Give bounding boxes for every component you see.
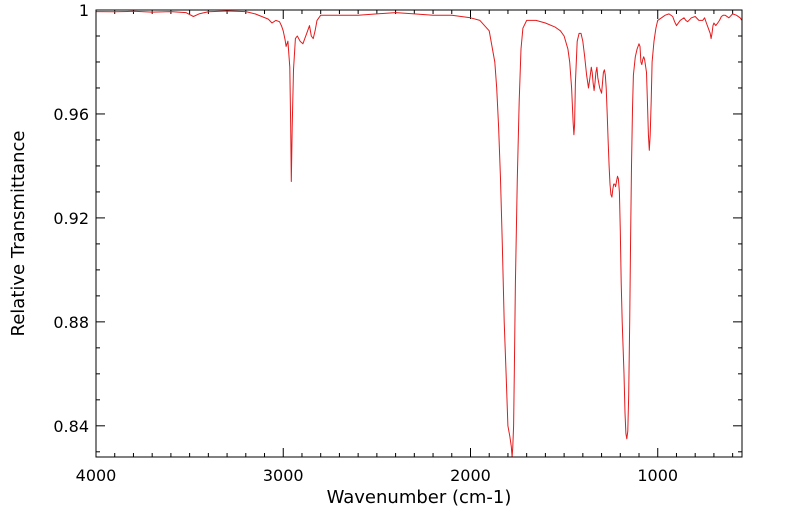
y-tick-label: 0.88	[53, 313, 89, 332]
y-tick-label: 0.84	[53, 417, 89, 436]
x-tick-labels: 4000 3000 2000 1000	[76, 466, 678, 485]
plot-frame	[95, 9, 743, 458]
x-tick-label: 3000	[263, 466, 304, 485]
y-axis-title: Relative Transmittance	[8, 131, 29, 337]
spectrum-line	[96, 10, 742, 457]
y-tick-label: 0.92	[53, 209, 89, 228]
x-axis-title: Wavenumber (cm-1)	[327, 487, 512, 508]
y-tick-label: 1	[79, 1, 89, 20]
x-tick-label: 2000	[450, 466, 491, 485]
x-tick-label: 4000	[76, 466, 117, 485]
y-tick-label: 0.96	[53, 105, 89, 124]
x-tick-label: 1000	[637, 466, 678, 485]
axis-ticks	[95, 9, 742, 457]
y-tick-labels: 0.84 0.88 0.92 0.96 1	[53, 1, 89, 436]
plot-series	[96, 10, 742, 457]
